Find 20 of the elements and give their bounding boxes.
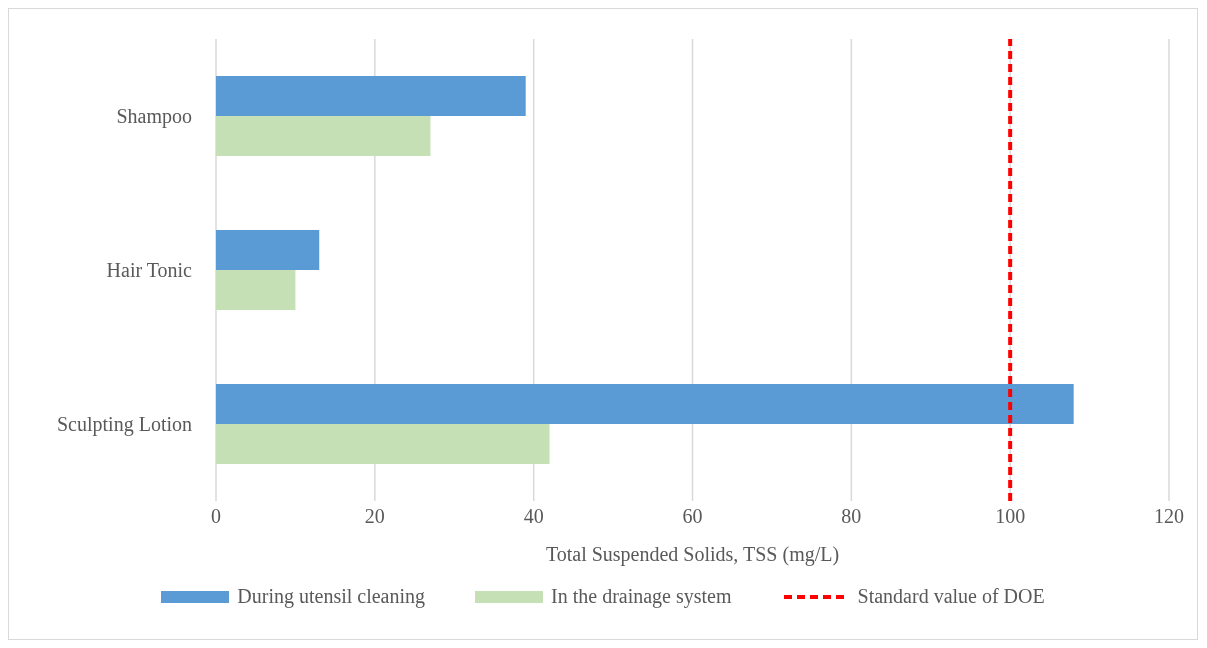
x-tick-label: 120 (1154, 505, 1184, 528)
x-tick-label: 100 (995, 505, 1026, 528)
x-tick-label: 80 (841, 505, 862, 528)
x-tick-label: 60 (682, 505, 703, 528)
bar (216, 269, 296, 310)
y-tick-label: Shampoo (116, 105, 192, 129)
legend-label: In the drainage system (551, 585, 732, 608)
y-tick-label: Hair Tonic (106, 259, 193, 282)
bar (216, 75, 526, 116)
bar (216, 115, 431, 156)
bar (216, 423, 550, 464)
bar (216, 383, 1074, 424)
y-tick-label: Sculpting Lotion (57, 413, 192, 437)
x-tick-label: 0 (211, 505, 221, 528)
legend-label: During utensil cleaning (237, 585, 426, 608)
x-tick-label: 40 (523, 505, 544, 528)
legend-label: Standard value of DOE (857, 585, 1045, 608)
bar (216, 229, 320, 270)
x-axis-title: Total Suspended Solids, TSS (mg/L) (545, 543, 840, 567)
x-tick-label: 20 (364, 505, 385, 528)
